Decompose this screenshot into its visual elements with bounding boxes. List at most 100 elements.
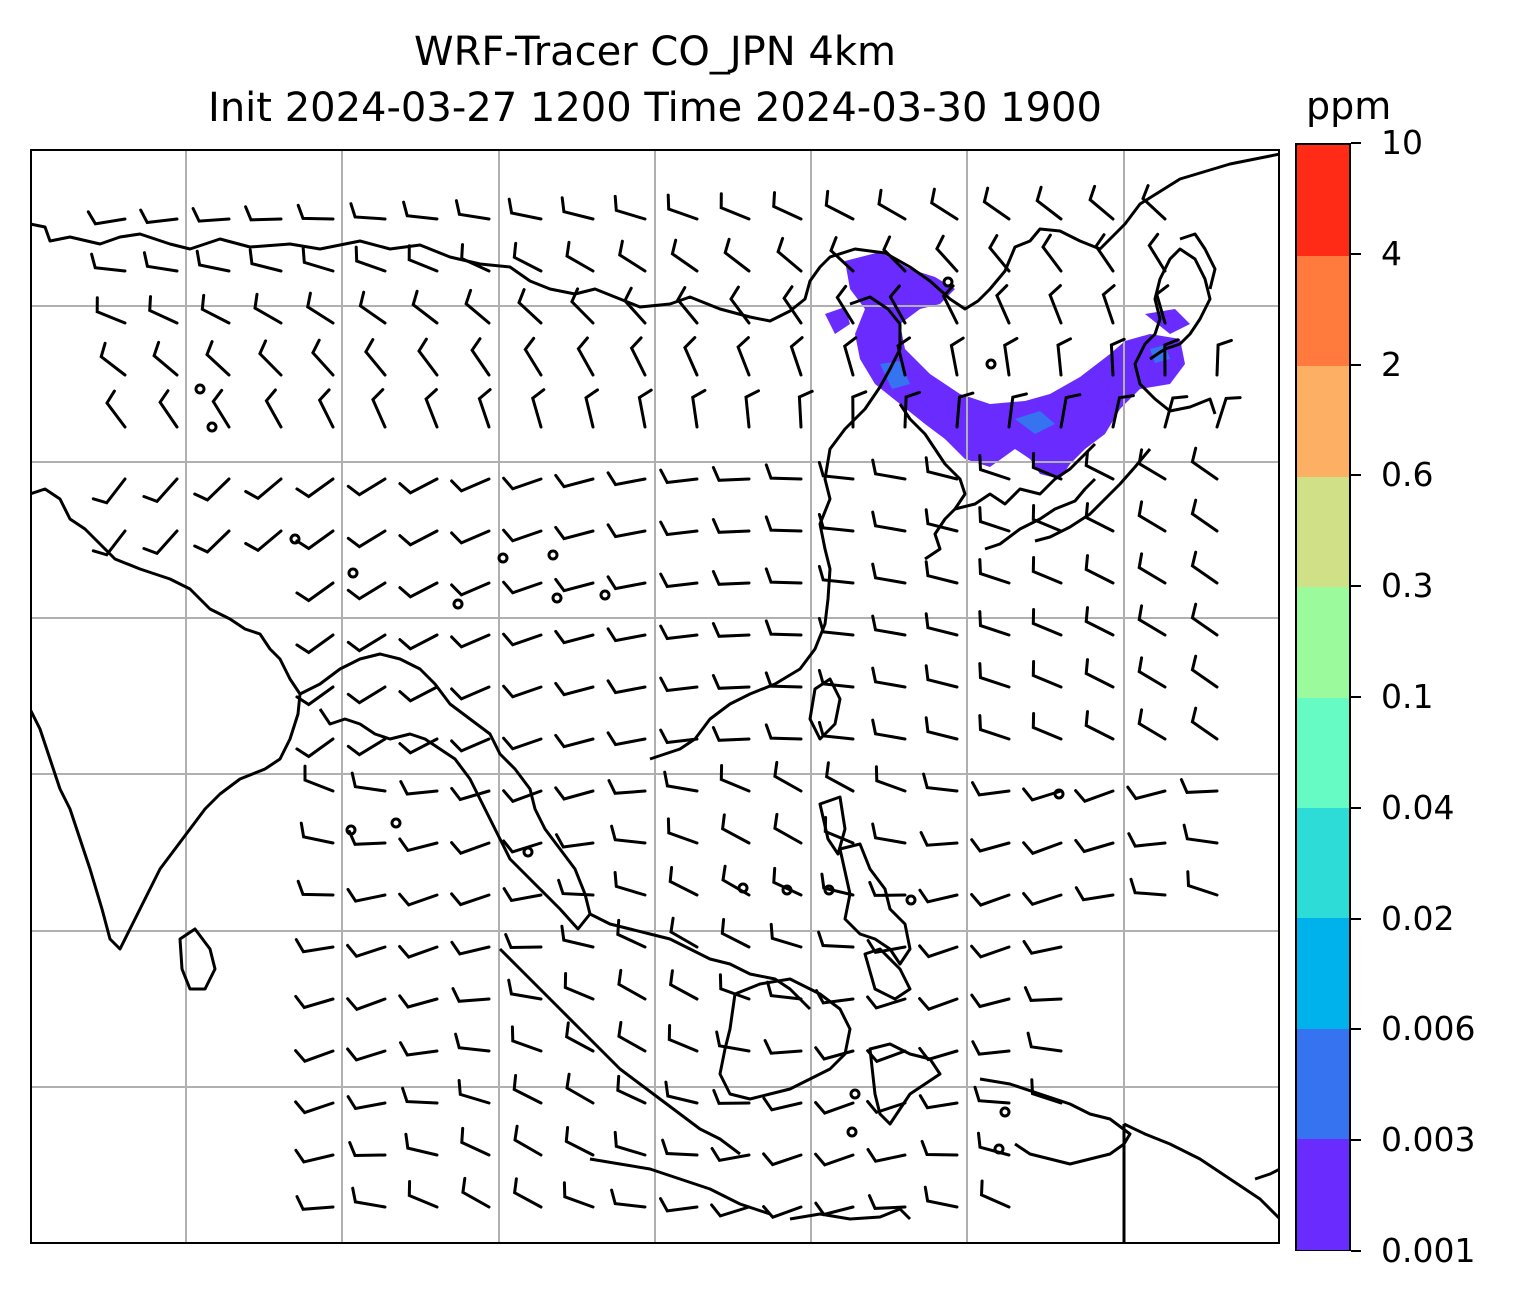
wind-barb <box>711 518 751 534</box>
wind-barb <box>988 234 1011 273</box>
wind-barb <box>346 1047 387 1062</box>
colorbar-segment <box>1297 1028 1349 1140</box>
wind-barb <box>517 288 543 325</box>
wind-barb <box>1023 986 1063 1002</box>
wind-barb <box>404 1132 439 1157</box>
wind-barb <box>554 786 595 801</box>
wind-barb <box>924 560 959 585</box>
wind-barb <box>918 944 959 959</box>
wind-barb <box>191 207 231 223</box>
colorbar-segment <box>1297 1138 1349 1250</box>
wind-barb <box>874 765 907 793</box>
map-gridlines <box>30 149 1280 1244</box>
wind-barb <box>1031 504 1063 533</box>
wind-barb <box>454 199 491 221</box>
wind-barb <box>663 770 699 793</box>
wind-barb <box>398 892 439 907</box>
wind-barb <box>200 293 231 325</box>
wind-barb <box>450 633 491 649</box>
wind-barb <box>510 1025 543 1053</box>
wind-barb <box>667 1024 699 1053</box>
wind-barb <box>142 529 179 556</box>
wind-barb <box>637 388 653 429</box>
colorbar-unit-label: ppm <box>1306 84 1392 128</box>
wind-barb <box>451 987 491 1003</box>
wind-barb <box>554 525 595 541</box>
wind-barb <box>295 581 335 603</box>
wind-barb <box>346 685 387 705</box>
wind-barb <box>1031 556 1063 585</box>
wind-barb <box>817 461 855 481</box>
colorbar-tick-label: 0.3 <box>1381 566 1434 606</box>
wind-barb <box>460 243 491 273</box>
wind-barb <box>720 918 751 949</box>
wind-barb <box>715 1030 751 1053</box>
wind-barb <box>978 662 1011 689</box>
wind-barb <box>918 1046 959 1062</box>
wind-barb <box>610 1188 647 1209</box>
wind-barb <box>729 285 751 325</box>
wind-barb <box>817 513 855 533</box>
wind-barb <box>294 1148 335 1164</box>
wind-barb <box>244 477 283 501</box>
wind-barb <box>973 1085 1011 1105</box>
wind-barb <box>91 477 127 505</box>
wind-barb <box>142 477 179 504</box>
wind-barb <box>399 780 439 796</box>
wind-barb <box>764 671 803 689</box>
wind-barb <box>970 838 1011 853</box>
colorbar-tick-mark <box>1351 1250 1361 1252</box>
wind-barb <box>95 296 127 325</box>
wind-barb <box>930 187 959 221</box>
wind-barb <box>712 1088 751 1105</box>
wind-barb <box>610 824 647 845</box>
wind-barb <box>606 731 647 747</box>
wind-barb <box>871 510 907 533</box>
wind-barb <box>350 771 387 793</box>
wind-barb <box>918 888 959 904</box>
wind-barb <box>264 388 283 429</box>
wind-barb <box>762 1152 803 1167</box>
wind-barb <box>776 236 803 273</box>
wind-barb <box>1127 832 1167 848</box>
wind-barb <box>817 721 855 741</box>
wind-barb <box>564 1126 595 1157</box>
wind-barb <box>842 336 858 377</box>
wind-barb <box>720 813 751 845</box>
wind-barb <box>1022 940 1063 955</box>
wind-barb <box>507 978 543 1001</box>
wind-barb <box>450 477 491 493</box>
wind-barb <box>1111 394 1135 429</box>
wind-barb <box>1074 886 1115 902</box>
wind-barb <box>1041 233 1063 273</box>
wind-barb <box>676 286 699 325</box>
colorbar-tick-label: 4 <box>1381 233 1402 273</box>
colorbar-segment <box>1297 586 1349 698</box>
wind-barb <box>815 989 855 1005</box>
wind-barb <box>584 388 599 429</box>
wind-barb <box>691 388 707 429</box>
colorbar-tick-mark <box>1351 585 1361 588</box>
wind-barb <box>1088 184 1115 221</box>
wind-barb <box>1163 338 1180 377</box>
wind-barb <box>617 1020 647 1053</box>
wind-barb <box>617 968 647 1001</box>
wind-barb <box>607 779 647 795</box>
wind-barb <box>398 685 439 703</box>
wind-barb <box>294 1100 335 1115</box>
wind-barb <box>563 972 595 1001</box>
wind-barb <box>923 1185 959 1209</box>
wind-barb <box>1101 284 1116 325</box>
wind-barb <box>258 339 283 377</box>
wind-barb <box>669 916 699 949</box>
colorbar-tick-label: 0.04 <box>1381 787 1455 827</box>
wind-barb <box>502 632 543 647</box>
wind-barb <box>295 685 335 707</box>
wind-barb <box>554 577 595 593</box>
wind-barb <box>402 200 439 221</box>
wind-barb <box>978 506 1011 533</box>
wind-barb <box>1007 392 1028 429</box>
wind-barb <box>570 287 595 325</box>
wind-barb <box>306 291 335 325</box>
wind-barb <box>411 289 439 325</box>
